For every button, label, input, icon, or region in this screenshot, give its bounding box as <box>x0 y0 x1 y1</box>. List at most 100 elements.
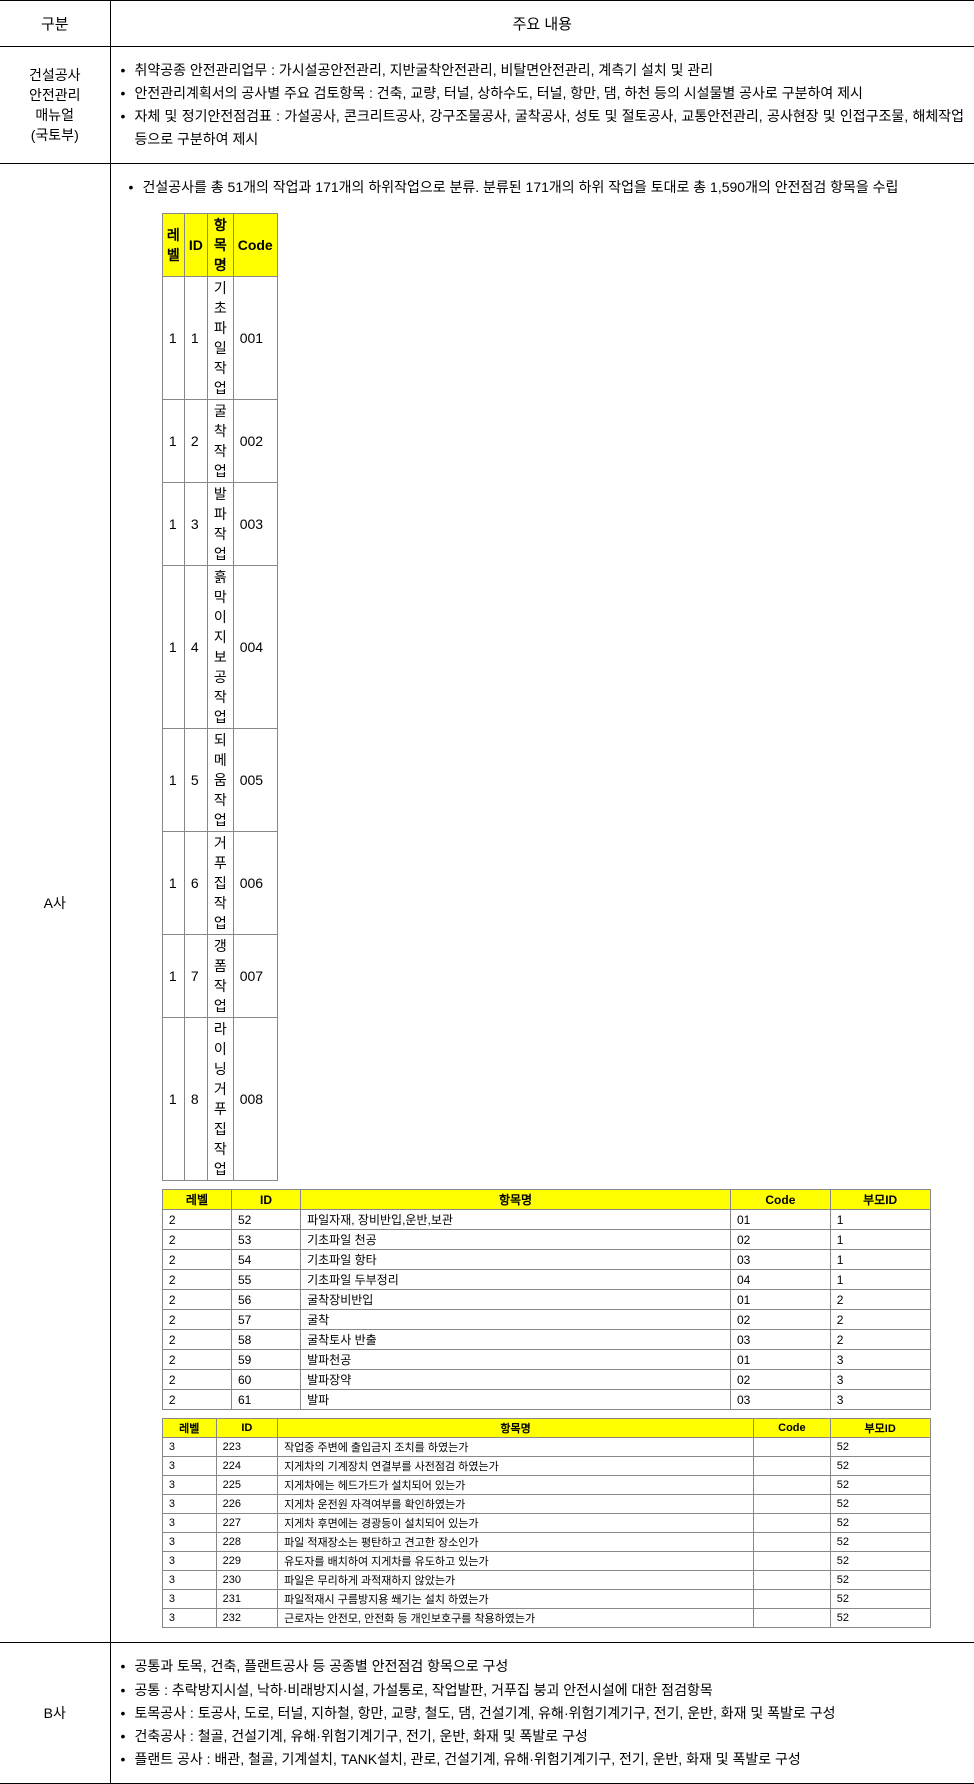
cell: 227 <box>216 1514 277 1533</box>
cell: 2 <box>162 1210 231 1230</box>
cell: 03 <box>730 1250 830 1270</box>
cell: 3 <box>162 1609 216 1628</box>
table-row: 258굴착토사 반출032 <box>162 1330 930 1350</box>
cell: 2 <box>162 1250 231 1270</box>
cell: 파일 적재장소는 평탄하고 견고한 장소인가 <box>278 1533 754 1552</box>
cell: 1 <box>162 483 184 566</box>
table-row: 3227지게차 후면에는 경광등이 설치되어 있는가52 <box>162 1514 930 1533</box>
cell: 2 <box>830 1290 930 1310</box>
level1-table: 레벨ID항목명Code11기초파일 작업00112굴착작업00213발파작업00… <box>162 213 931 1181</box>
table-row: 261발파033 <box>162 1390 930 1410</box>
table-row: 259발파천공013 <box>162 1350 930 1370</box>
cell: 2 <box>830 1310 930 1330</box>
cell: 1 <box>162 400 184 483</box>
cell: 2 <box>162 1390 231 1410</box>
cell: 02 <box>730 1370 830 1390</box>
cell: 1 <box>184 277 207 400</box>
cell: 231 <box>216 1590 277 1609</box>
list-item: 취약공종 안전관리업무 : 가시설공안전관리, 지반굴착안전관리, 비탈면안전관… <box>121 59 965 82</box>
cell: 1 <box>162 729 184 832</box>
cell: 1 <box>830 1250 930 1270</box>
cell: 60 <box>232 1370 301 1390</box>
cell: 굴착장비반입 <box>301 1290 731 1310</box>
cell: 되메움 작업 <box>207 729 233 832</box>
cell: 파일자재, 장비반입,운반,보관 <box>301 1210 731 1230</box>
cell: 226 <box>216 1495 277 1514</box>
table-row: 3228파일 적재장소는 평탄하고 견고한 장소인가52 <box>162 1533 930 1552</box>
cell: 56 <box>232 1290 301 1310</box>
table-row: 260발파장약023 <box>162 1370 930 1390</box>
table-row: 3226지게차 운전원 자격여부를 확인하였는가52 <box>162 1495 930 1514</box>
cell: 1 <box>162 935 184 1018</box>
col-header: Code <box>730 1190 830 1210</box>
cell: 유도자를 배치하여 지게차를 유도하고 있는가 <box>278 1552 754 1571</box>
cell: 흙막이 지보공 작업 <box>207 566 233 729</box>
level3-table: 레벨ID항목명Code부모ID3223작업중 주변에 출입금지 조치를 하였는가… <box>162 1418 931 1628</box>
list-item: 건설공사를 총 51개의 작업과 171개의 하위작업으로 분류. 분류된 17… <box>129 176 965 199</box>
cell: 04 <box>730 1270 830 1290</box>
cell: 52 <box>830 1590 930 1609</box>
row1-content: 취약공종 안전관리업무 : 가시설공안전관리, 지반굴착안전관리, 비탈면안전관… <box>110 47 974 164</box>
cell: 3 <box>162 1476 216 1495</box>
cell: 7 <box>184 935 207 1018</box>
cell: 2 <box>830 1330 930 1350</box>
level2-table: 레벨ID항목명Code부모ID252파일자재, 장비반입,운반,보관011253… <box>162 1189 931 1410</box>
cell: 3 <box>184 483 207 566</box>
cell: 발파천공 <box>301 1350 731 1370</box>
cell: 1 <box>162 1018 184 1181</box>
cell: 2 <box>184 400 207 483</box>
table-row: 3229유도자를 배치하여 지게차를 유도하고 있는가52 <box>162 1552 930 1571</box>
cell: 008 <box>233 1018 277 1181</box>
col-header: ID <box>232 1190 301 1210</box>
cell: 갱폼 작업 <box>207 935 233 1018</box>
row3-label: B사 <box>0 1643 110 1783</box>
cell: 발파작업 <box>207 483 233 566</box>
cell: 58 <box>232 1330 301 1350</box>
cell: 작업중 주변에 출입금지 조치를 하였는가 <box>278 1438 754 1457</box>
cell: 003 <box>233 483 277 566</box>
table-row: 15되메움 작업005 <box>162 729 930 832</box>
cell: 224 <box>216 1457 277 1476</box>
header-category: 구분 <box>0 1 110 47</box>
col-header: 부모ID <box>830 1419 930 1438</box>
list-item: 공통 : 추락방지시설, 낙하·비래방지시설, 가설통로, 작업발판, 거푸집 … <box>121 1679 965 1702</box>
col-header: 레벨 <box>162 214 184 277</box>
cell: 52 <box>830 1514 930 1533</box>
cell: 기초파일 작업 <box>207 277 233 400</box>
table-row: 254기초파일 항타031 <box>162 1250 930 1270</box>
cell: 002 <box>233 400 277 483</box>
col-header: 항목명 <box>301 1190 731 1210</box>
row3-bullets: 공통과 토목, 건축, 플랜트공사 등 공종별 안전점검 항목으로 구성 공통 … <box>121 1655 965 1770</box>
cell: 52 <box>830 1476 930 1495</box>
table-row: 16거푸집 작업006 <box>162 832 930 935</box>
cell <box>754 1457 831 1476</box>
cell: 55 <box>232 1270 301 1290</box>
cell: 03 <box>730 1330 830 1350</box>
cell: 03 <box>730 1390 830 1410</box>
table-row: 3225지게차에는 헤드가드가 설치되어 있는가52 <box>162 1476 930 1495</box>
cell: 1 <box>830 1210 930 1230</box>
cell: 근로자는 안전모, 안전화 등 개인보호구를 착용하였는가 <box>278 1609 754 1628</box>
cell <box>754 1552 831 1571</box>
cell: 230 <box>216 1571 277 1590</box>
cell: 225 <box>216 1476 277 1495</box>
cell: 거푸집 작업 <box>207 832 233 935</box>
cell: 01 <box>730 1210 830 1230</box>
col-header: 레벨 <box>162 1419 216 1438</box>
cell: 2 <box>162 1310 231 1330</box>
cell <box>754 1571 831 1590</box>
cell: 2 <box>162 1270 231 1290</box>
cell: 4 <box>184 566 207 729</box>
cell: 3 <box>162 1514 216 1533</box>
row2-content: 건설공사를 총 51개의 작업과 171개의 하위작업으로 분류. 분류된 17… <box>110 164 974 1643</box>
cell: 3 <box>162 1457 216 1476</box>
table-row: 17갱폼 작업007 <box>162 935 930 1018</box>
cell: 3 <box>162 1438 216 1457</box>
cell: 굴착토사 반출 <box>301 1330 731 1350</box>
table-row: 255기초파일 두부정리041 <box>162 1270 930 1290</box>
cell: 52 <box>830 1533 930 1552</box>
cell: 2 <box>162 1370 231 1390</box>
cell: 1 <box>830 1230 930 1250</box>
cell: 3 <box>830 1390 930 1410</box>
table-row: 3224지게차의 기계장치 연결부를 사전점검 하였는가52 <box>162 1457 930 1476</box>
